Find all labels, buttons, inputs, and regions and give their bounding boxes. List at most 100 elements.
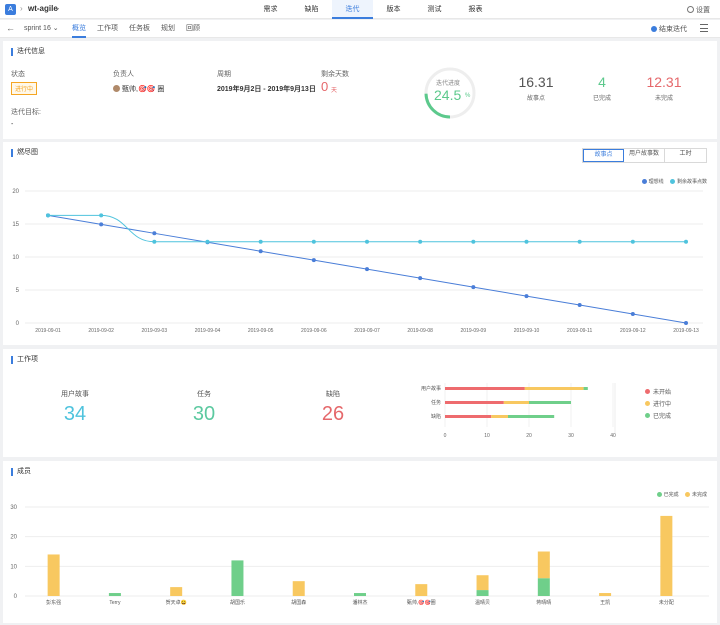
- app-logo-icon[interactable]: A: [5, 4, 16, 15]
- member-bar-segment[interactable]: [476, 575, 489, 591]
- status-label: 状态: [11, 71, 25, 78]
- series-point-1[interactable]: [577, 239, 582, 244]
- workitems-card: 工作项 用户故事 34 任务 30 缺陷 26 0 10 20 30 40 用户故事 任务缺…: [3, 349, 717, 457]
- sprint-tab-4[interactable]: 回顾: [186, 25, 200, 32]
- bar-segment[interactable]: [524, 387, 584, 390]
- series-point-1[interactable]: [258, 239, 263, 244]
- series-point-1[interactable]: [524, 239, 529, 244]
- series-point-0[interactable]: [471, 285, 476, 290]
- series-point-1[interactable]: [205, 239, 210, 244]
- member-bar-segment[interactable]: [415, 584, 428, 596]
- story-points-stat: 16.31 故事点: [511, 74, 561, 102]
- member-bar-segment[interactable]: [537, 551, 550, 579]
- series-point-1[interactable]: [152, 239, 157, 244]
- sprint-tab-2[interactable]: 任务板: [129, 25, 150, 32]
- series-point-0[interactable]: [311, 258, 316, 263]
- goal-label: 迭代目标:: [11, 109, 41, 116]
- x-tick-label: 2019-09-06: [301, 328, 327, 334]
- list-icon[interactable]: [700, 24, 708, 32]
- burndown-segment-2[interactable]: 工时: [679, 151, 692, 157]
- members-card: 成员 已完成 未完成 0 10 20 30 彭东强 Terry 贺天卓😀 胡国乐 胡国森 潘林杰 甄…: [3, 461, 717, 623]
- sprint-tab-3[interactable]: 规划: [161, 25, 175, 32]
- bar-segment[interactable]: [445, 387, 525, 390]
- nav-tab-0[interactable]: 需求: [263, 6, 278, 13]
- series-point-0[interactable]: [577, 303, 582, 308]
- member-bar-segment[interactable]: [292, 581, 305, 596]
- bar-segment[interactable]: [445, 415, 492, 418]
- series-point-1[interactable]: [99, 213, 104, 218]
- nav-tab-2[interactable]: 迭代: [332, 0, 373, 19]
- series-point-1[interactable]: [630, 239, 635, 244]
- series-point-0[interactable]: [258, 249, 263, 254]
- x-tick-label: 2019-09-12: [620, 328, 646, 334]
- members-bar-chart: 0 10 20 30 彭东强 Terry 贺天卓😀 胡国乐 胡国森 潘林杰 甄帅,🎯🎯圈 温晴贝 蒋晴晴…: [10, 505, 709, 606]
- series-point-0[interactable]: [524, 294, 529, 299]
- main-nav: 需求 缺陷 迭代 版本 测试 报表: [250, 0, 496, 19]
- bar-segment[interactable]: [529, 401, 571, 404]
- x-tick-label: 2019-09-11: [567, 328, 592, 334]
- bar-segment[interactable]: [503, 401, 529, 404]
- chevron-right-icon: ›: [20, 4, 23, 13]
- member-bar-segment[interactable]: [170, 587, 183, 596]
- avatar: [113, 85, 120, 92]
- x-tick-label: 2019-09-01: [35, 328, 61, 334]
- member-bar-segment[interactable]: [231, 560, 244, 596]
- burndown-title: 燃尽图: [11, 149, 38, 157]
- y-tick-label: 20: [12, 189, 19, 195]
- member-label: 王凯: [600, 599, 610, 606]
- chevron-down-icon[interactable]: ⌄: [54, 3, 61, 12]
- sprint-tabs: 概览 工作项 任务板 规划 回顾: [72, 20, 211, 38]
- series-point-0[interactable]: [365, 267, 369, 272]
- series-point-0[interactable]: [684, 321, 688, 325]
- member-bar-segment[interactable]: [599, 593, 612, 596]
- bar-segment[interactable]: [491, 415, 508, 418]
- burndown-card: 燃尽图 故事点 用户故事数 工时 理想线 剩余故事点数 0 5 10 15 20 2019-0…: [3, 142, 717, 345]
- series-point-1[interactable]: [46, 213, 50, 218]
- series-point-1[interactable]: [684, 239, 688, 244]
- stories-stat: 用户故事 34: [35, 389, 115, 426]
- sprint-tab-1[interactable]: 工作项: [97, 25, 118, 32]
- x-tick-label: 2019-09-04: [195, 328, 221, 334]
- nav-tab-5[interactable]: 报表: [468, 6, 483, 13]
- bar-segment[interactable]: [583, 387, 588, 390]
- member-label: 潘林杰: [352, 599, 367, 606]
- series-point-0[interactable]: [630, 312, 635, 317]
- workitems-title: 工作项: [11, 356, 38, 364]
- member-bar-segment[interactable]: [476, 590, 489, 596]
- category-label: 缺陷: [431, 413, 441, 420]
- member-bar-segment[interactable]: [537, 578, 550, 596]
- sprint-subbar: ← sprint 16 ⌄ 概览 工作项 任务板 规划 回顾 结束迭代: [0, 20, 720, 38]
- member-bar-segment[interactable]: [660, 515, 673, 596]
- settings-link[interactable]: 设置: [687, 5, 710, 15]
- back-arrow-icon[interactable]: ←: [6, 23, 15, 33]
- legend-incomplete-swatch: [684, 492, 690, 497]
- member-bar-segment[interactable]: [108, 593, 121, 596]
- series-point-0[interactable]: [418, 276, 423, 281]
- status-badge[interactable]: 进行中: [11, 82, 38, 95]
- nav-tab-3[interactable]: 版本: [386, 6, 401, 13]
- bar-segment[interactable]: [508, 415, 555, 418]
- series-point-1[interactable]: [311, 239, 316, 244]
- series-point-0[interactable]: [99, 222, 104, 227]
- series-point-1[interactable]: [418, 239, 423, 244]
- burndown-segment-1[interactable]: 用户故事数: [624, 149, 665, 162]
- nav-tab-1[interactable]: 缺陷: [304, 6, 319, 13]
- nav-tab-4[interactable]: 测试: [427, 6, 442, 13]
- progress-ring-arc: [424, 67, 476, 119]
- member-bar-segment[interactable]: [47, 554, 60, 596]
- bar-segment[interactable]: [445, 401, 504, 404]
- x-tick-label: 2019-09-05: [248, 328, 274, 334]
- sprint-tab-0[interactable]: 概览: [72, 20, 86, 38]
- series-point-0[interactable]: [152, 231, 157, 236]
- sprint-selector[interactable]: sprint 16 ⌄: [24, 25, 59, 32]
- member-label: 甄帅,🎯🎯圈: [407, 599, 436, 606]
- project-name[interactable]: wt-agile: [28, 4, 58, 13]
- series-point-1[interactable]: [365, 239, 369, 244]
- burndown-segment-0[interactable]: 故事点: [583, 149, 624, 162]
- series-point-1[interactable]: [471, 239, 476, 244]
- legend-in-progress-label: 进行中: [653, 402, 672, 408]
- end-sprint-button[interactable]: 结束迭代: [651, 24, 687, 34]
- member-bar-segment[interactable]: [354, 593, 366, 596]
- top-navbar: A › wt-agile ⌄ 需求 缺陷 迭代 版本 测试 报表 设置: [0, 0, 720, 19]
